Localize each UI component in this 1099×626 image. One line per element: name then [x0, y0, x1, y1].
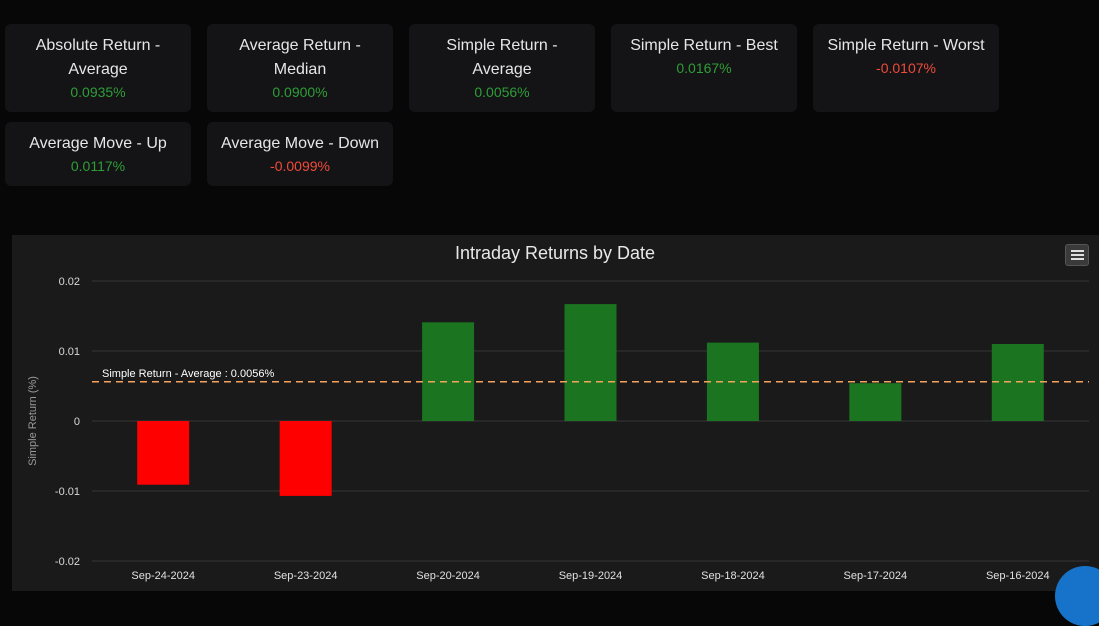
average-line-group: Simple Return - Average : 0.0056% — [92, 368, 1089, 383]
average-line-label: Simple Return - Average : 0.0056% — [102, 368, 274, 380]
stat-label: Simple Return - Best — [630, 37, 778, 54]
hamburger-icon — [1071, 254, 1084, 256]
y-tick-label: 0.01 — [59, 346, 80, 358]
bar-sep-19-2024 — [564, 304, 617, 421]
y-tick-label: -0.01 — [55, 486, 80, 498]
stat-value: 0.0900% — [272, 84, 328, 100]
intraday-returns-chart: Intraday Returns by Date Simple Return (… — [27, 243, 1089, 582]
bar-sep-23-2024 — [279, 421, 332, 496]
bars — [137, 304, 1044, 496]
x-tick-label: Sep-23-2024 — [274, 570, 338, 582]
chart-menu-button[interactable] — [1065, 244, 1089, 266]
stat-value: 0.0056% — [474, 84, 530, 100]
stat-value: -0.0107% — [876, 60, 936, 76]
x-tick-label: Sep-24-2024 — [131, 570, 195, 582]
y-tick-label: 0 — [74, 416, 80, 428]
stat-label: Simple Return - Average — [446, 37, 558, 78]
stat-card-average-return-median: Average Return - Median 0.0900% — [207, 24, 393, 112]
hamburger-icon — [1071, 250, 1084, 252]
bar-sep-24-2024 — [137, 421, 190, 485]
y-axis-label: Simple Return (%) — [27, 376, 39, 466]
bar-sep-17-2024 — [849, 383, 902, 421]
stat-label: Average Move - Up — [29, 135, 167, 152]
stat-card-average-move-up: Average Move - Up 0.0117% — [5, 122, 191, 186]
hamburger-icon — [1071, 258, 1084, 260]
stat-label: Average Return - Median — [239, 37, 361, 78]
stat-card-simple-return-average: Simple Return - Average 0.0056% — [409, 24, 595, 112]
x-tick-label: Sep-20-2024 — [416, 570, 480, 582]
stat-label: Absolute Return - Average — [35, 37, 161, 78]
y-tick-label: 0.02 — [59, 276, 80, 288]
stat-card-simple-return-worst: Simple Return - Worst -0.0107% — [813, 24, 999, 112]
x-tick-label: Sep-19-2024 — [559, 570, 623, 582]
stat-card-average-move-down: Average Move - Down -0.0099% — [207, 122, 393, 186]
x-tick-labels: Sep-24-2024 Sep-23-2024 Sep-20-2024 Sep-19-… — [131, 570, 1049, 582]
chart-title: Intraday Returns by Date — [455, 243, 655, 263]
stat-label: Simple Return - Worst — [827, 37, 985, 54]
stat-value: 0.0935% — [70, 84, 126, 100]
x-tick-label: Sep-18-2024 — [701, 570, 765, 582]
stat-value: 0.0117% — [70, 158, 126, 174]
stat-card-absolute-return-average: Absolute Return - Average 0.0935% — [5, 24, 191, 112]
y-tick-label: -0.02 — [55, 556, 80, 568]
x-tick-label: Sep-17-2024 — [844, 570, 908, 582]
bar-sep-20-2024 — [422, 322, 475, 421]
y-tick-labels: 0.02 0.01 0 -0.01 -0.02 — [55, 276, 80, 568]
x-tick-label: Sep-16-2024 — [986, 570, 1050, 582]
stat-value: 0.0167% — [676, 60, 732, 76]
chart-panel: Intraday Returns by Date Simple Return (… — [12, 235, 1099, 591]
stat-card-simple-return-best: Simple Return - Best 0.0167% — [611, 24, 797, 112]
stat-label: Average Move - Down — [221, 135, 379, 152]
stat-value: -0.0099% — [270, 158, 330, 174]
